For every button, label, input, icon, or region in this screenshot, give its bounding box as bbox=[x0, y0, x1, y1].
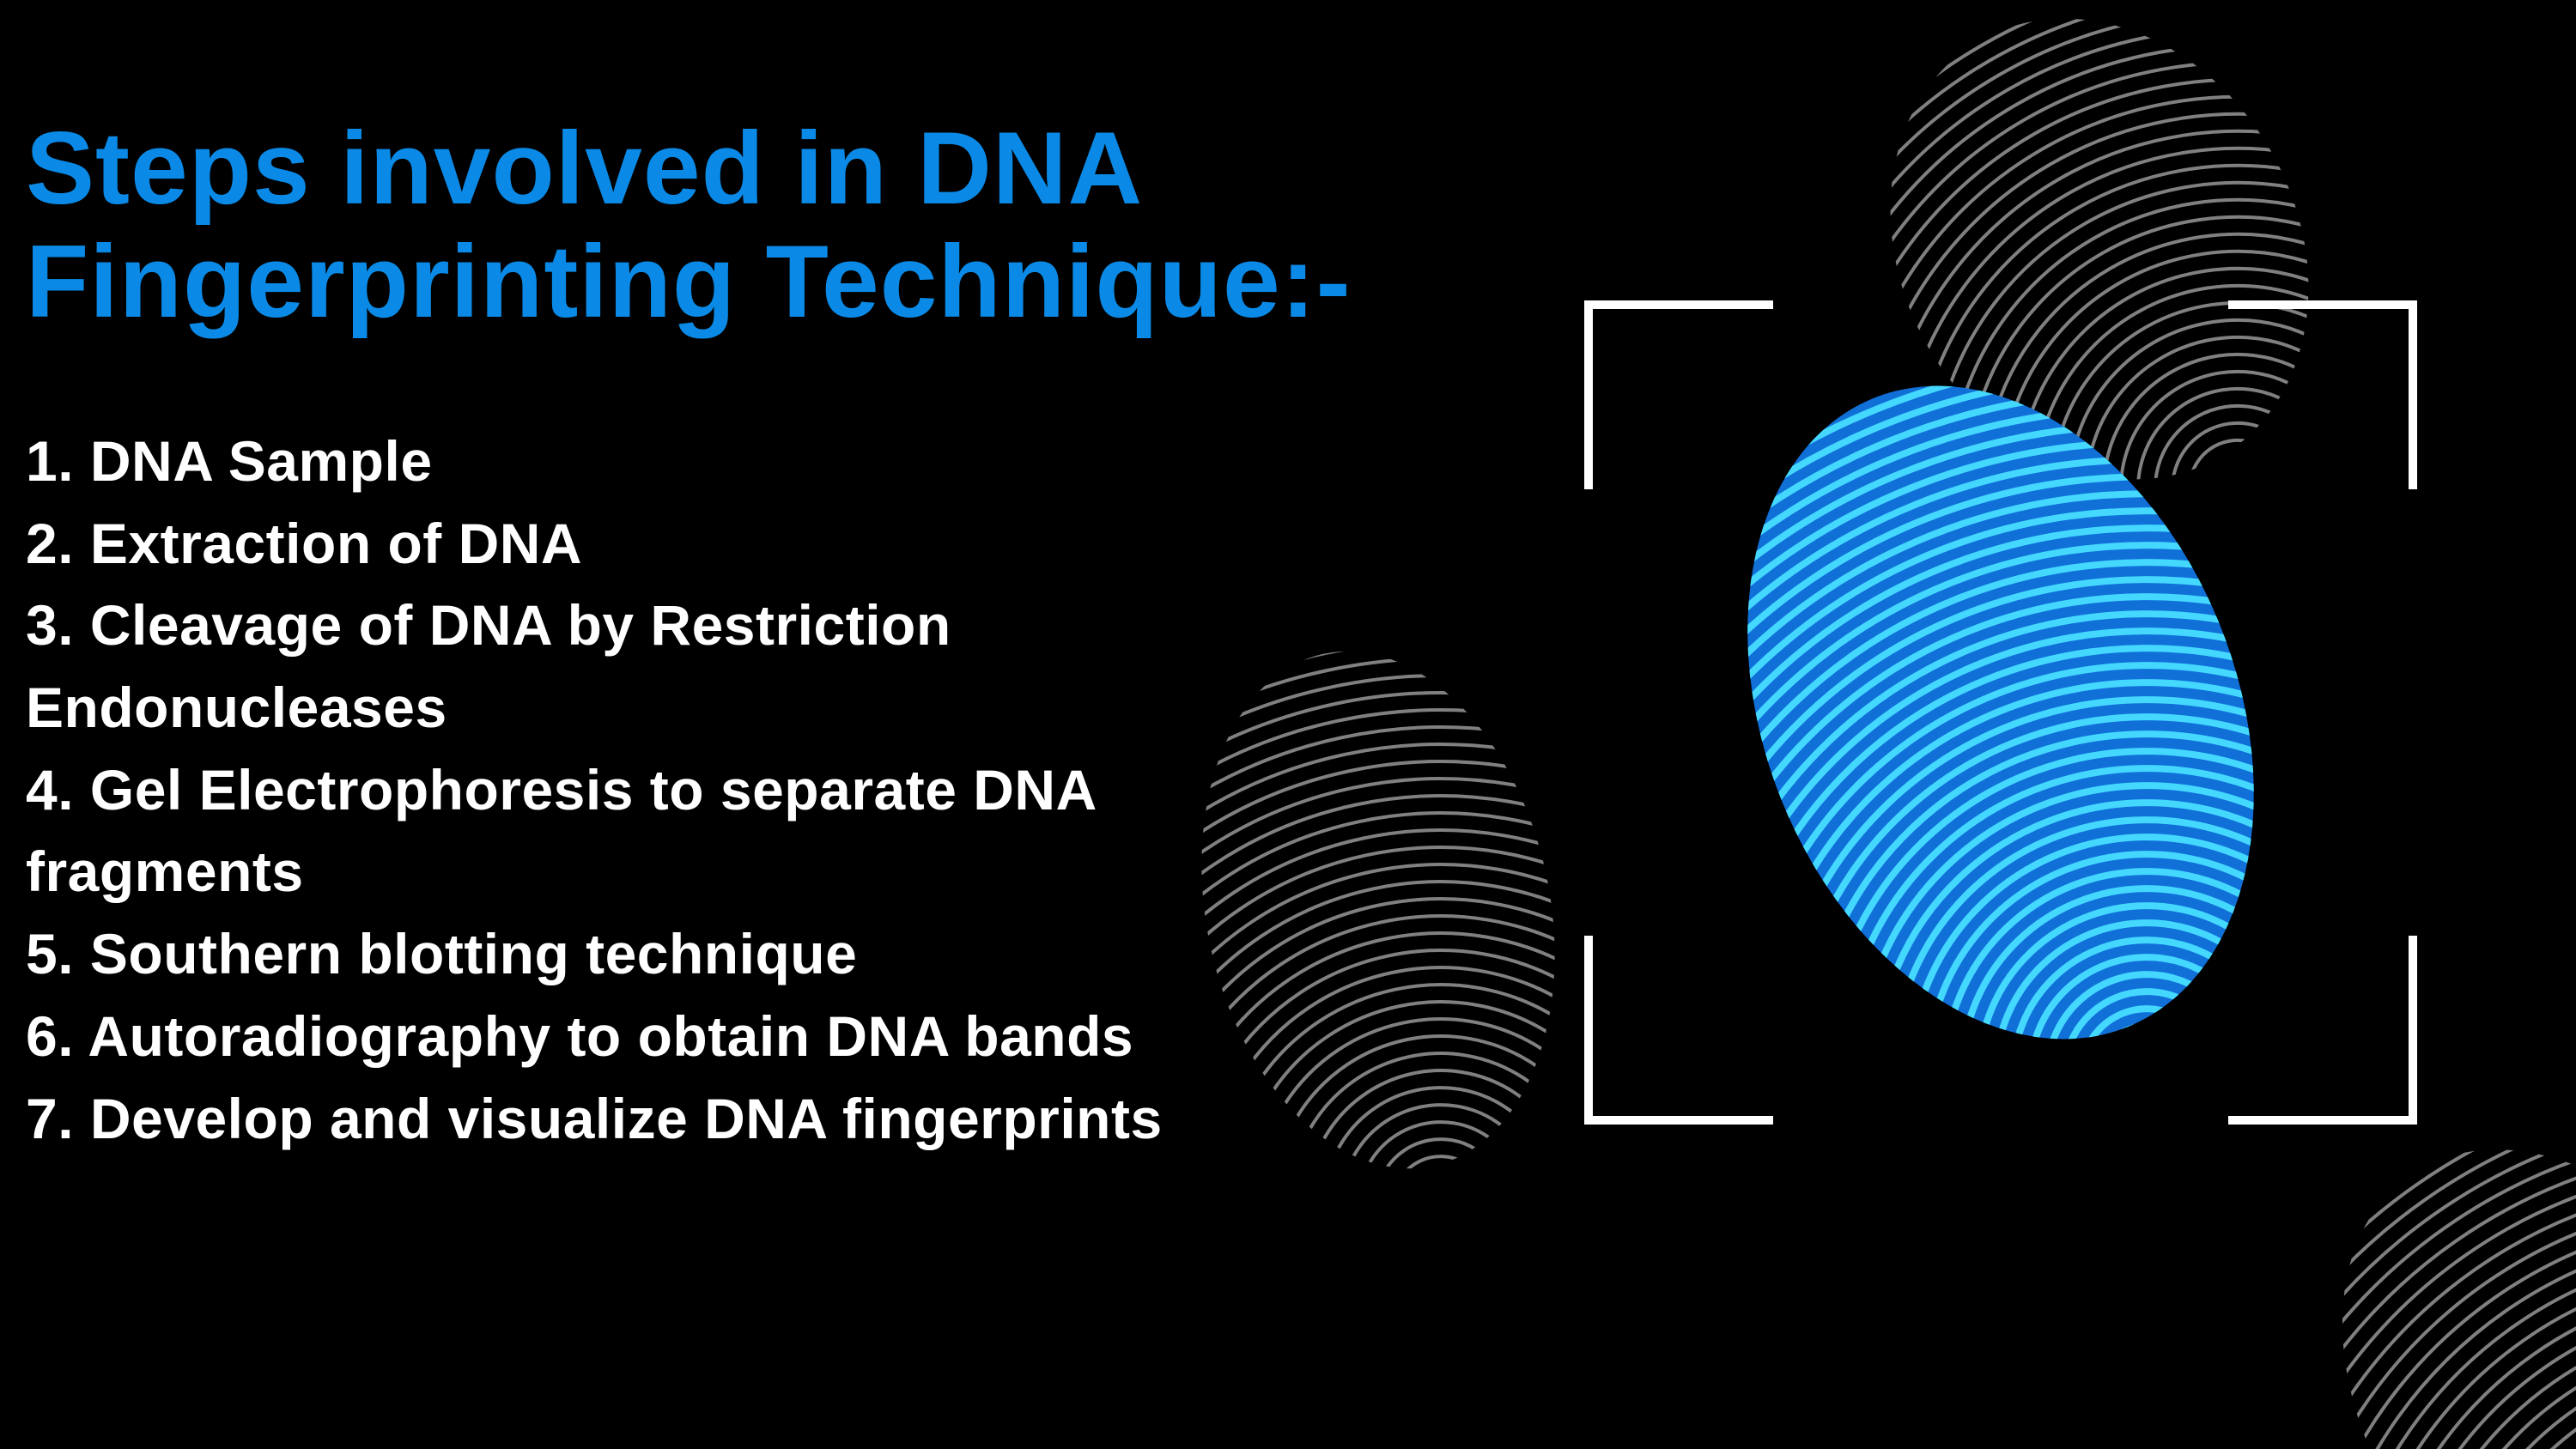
list-item: 3. Cleavage of DNA by Restriction Endonu… bbox=[26, 585, 1185, 749]
frame-corner-bottom-right-icon bbox=[2228, 936, 2417, 1125]
list-item: 7. Develop and visualize DNA fingerprint… bbox=[26, 1078, 1185, 1161]
list-item: 5. Southern blotting technique bbox=[26, 913, 1185, 996]
list-item: 1. DNA Sample bbox=[26, 421, 1185, 503]
frame-corner-bottom-left-icon bbox=[1584, 936, 1773, 1125]
list-item: 2. Extraction of DNA bbox=[26, 503, 1185, 585]
slide-title: Steps involved in DNA Fingerprinting Tec… bbox=[26, 112, 1528, 338]
slide: Steps involved in DNA Fingerprinting Tec… bbox=[0, 0, 2576, 1449]
frame-corner-top-right-icon bbox=[2228, 300, 2417, 489]
list-item: 4. Gel Electrophoresis to separate DNA f… bbox=[26, 749, 1185, 913]
list-item: 6. Autoradiography to obtain DNA bands bbox=[26, 996, 1185, 1078]
steps-list: 1. DNA Sample 2. Extraction of DNA 3. Cl… bbox=[26, 421, 1185, 1160]
frame-corner-top-left-icon bbox=[1584, 300, 1773, 489]
